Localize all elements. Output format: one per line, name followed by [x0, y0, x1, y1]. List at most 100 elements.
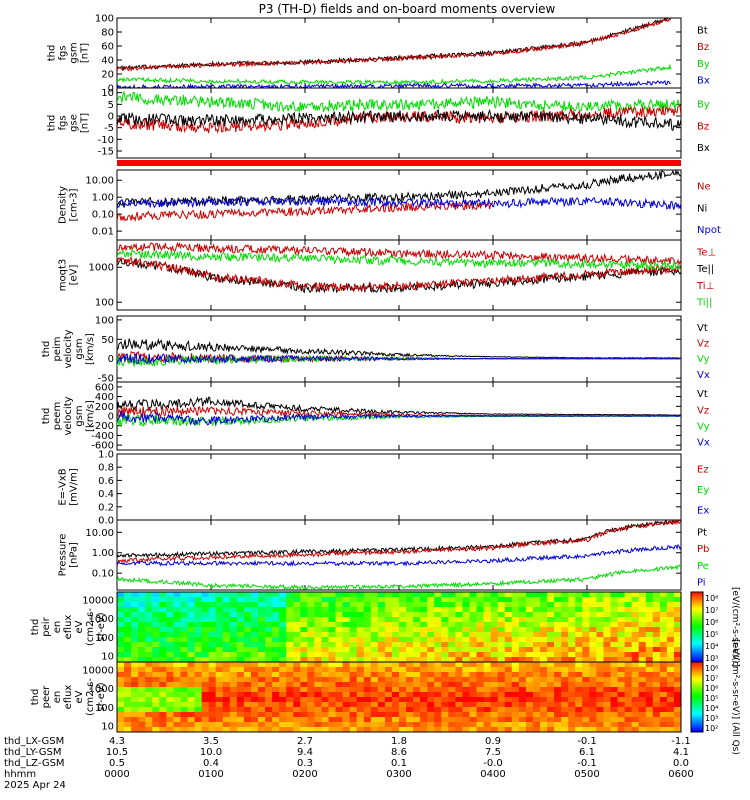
heatmap-cell [124, 702, 132, 708]
heatmap-cell [406, 677, 414, 683]
heatmap-cell [652, 687, 661, 693]
heatmap-cell [603, 647, 611, 653]
heatmap-cell [152, 702, 160, 708]
heatmap-cell [532, 707, 541, 713]
heatmap-cell [222, 707, 231, 713]
heatmap-cell [363, 622, 372, 628]
heatmap-cell [201, 632, 210, 638]
heatmap-cell [229, 702, 238, 708]
heatmap-cell [152, 667, 160, 673]
heatmap-cell [201, 662, 210, 668]
heatmap-cell [279, 702, 287, 708]
heatmap-cell [582, 637, 590, 643]
colorbar-band [691, 718, 703, 721]
heatmap-cell [222, 647, 231, 653]
heatmap-cell [413, 627, 421, 633]
legend-entry: Te⊥ [696, 248, 716, 259]
heatmap-cell [201, 692, 210, 698]
heatmap-cell [673, 627, 682, 633]
heatmap-cell [413, 697, 421, 703]
colorbar-band [691, 594, 703, 598]
heatmap-cell [455, 637, 463, 643]
y-tick-label: 600 [95, 382, 114, 393]
heatmap-cell [399, 652, 407, 658]
heatmap-cell [138, 632, 146, 638]
heatmap-cell [589, 617, 597, 623]
heatmap-cell [356, 697, 365, 703]
heatmap-cell [328, 592, 337, 598]
heatmap-cell [582, 717, 590, 723]
heatmap-cell [279, 647, 287, 653]
heatmap-cell [265, 717, 273, 723]
heatmap-cell [610, 727, 619, 733]
heatmap-cell [194, 697, 203, 703]
heatmap-cell [279, 597, 287, 603]
panel-9: thdpeirenefluxeV(cm2-s-sr-eV)10000100010… [30, 587, 740, 667]
heatmap-cell [173, 712, 181, 718]
heatmap-cell [434, 712, 442, 718]
ephemeris-value: 4.1 [673, 747, 689, 758]
heatmap-cell [314, 617, 322, 623]
ephemeris-value: 6.1 [579, 747, 595, 758]
heatmap-cell [652, 682, 661, 688]
heatmap-cell [236, 642, 245, 648]
heatmap-cell [166, 697, 174, 703]
heatmap-cell [427, 687, 435, 693]
heatmap-cell [434, 727, 442, 733]
heatmap-cell [406, 722, 414, 728]
heatmap-cell [131, 722, 139, 728]
heatmap-cell [215, 717, 224, 723]
heatmap-cell [497, 607, 506, 613]
heatmap-cell [532, 722, 541, 728]
heatmap-cell [321, 707, 329, 713]
heatmap-cell [645, 647, 654, 653]
heatmap-cell [462, 677, 470, 683]
heatmap-cell [201, 722, 210, 728]
heatmap-cell [215, 622, 224, 628]
y-tick-label: 0.8 [98, 463, 114, 474]
figure-title: P3 (TH-D) fields and on-board moments ov… [259, 2, 556, 16]
heatmap-cell [131, 677, 139, 683]
heatmap-cell [645, 712, 654, 718]
colorbar-band [691, 659, 703, 663]
y-tick-label: 1000 [89, 614, 114, 625]
heatmap-cell [173, 727, 181, 733]
heatmap-cell [589, 602, 597, 608]
heatmap-cell [307, 612, 315, 618]
heatmap-cell [406, 622, 414, 628]
heatmap-cell [314, 642, 322, 648]
heatmap-cell [434, 617, 442, 623]
heatmap-cell [596, 722, 604, 728]
heatmap-cell [427, 712, 435, 718]
heatmap-cell [413, 692, 421, 698]
heatmap-cell [215, 612, 224, 618]
heatmap-cell [399, 722, 407, 728]
heatmap-cell [222, 662, 231, 668]
heatmap-cell [532, 632, 541, 638]
heatmap-cell [631, 657, 640, 663]
heatmap-cell [377, 727, 386, 733]
heatmap-cell [215, 677, 224, 683]
heatmap-cell [666, 687, 675, 693]
heatmap-cell [652, 702, 661, 708]
heatmap-cell [540, 652, 548, 658]
legend-entry: Te|| [696, 264, 714, 275]
heatmap-cell [293, 692, 301, 698]
heatmap-cell [582, 697, 590, 703]
heatmap-cell [673, 622, 682, 628]
heatmap-cell [279, 617, 287, 623]
heatmap-cell [540, 632, 548, 638]
heatmap-cell [469, 657, 478, 663]
red-divider-bar [117, 160, 681, 166]
heatmap-cell [511, 647, 520, 653]
heatmap-cell [673, 687, 682, 693]
heatmap-cell [469, 662, 478, 668]
heatmap-cell [152, 637, 160, 643]
heatmap-cell [462, 717, 470, 723]
heatmap-cell [342, 687, 351, 693]
heatmap-cell [215, 592, 224, 598]
heatmap-cell [427, 717, 435, 723]
y-axis-label-line: gse [69, 114, 80, 132]
heatmap-cell [265, 622, 273, 628]
y-axis-label-line: peim [52, 336, 63, 361]
